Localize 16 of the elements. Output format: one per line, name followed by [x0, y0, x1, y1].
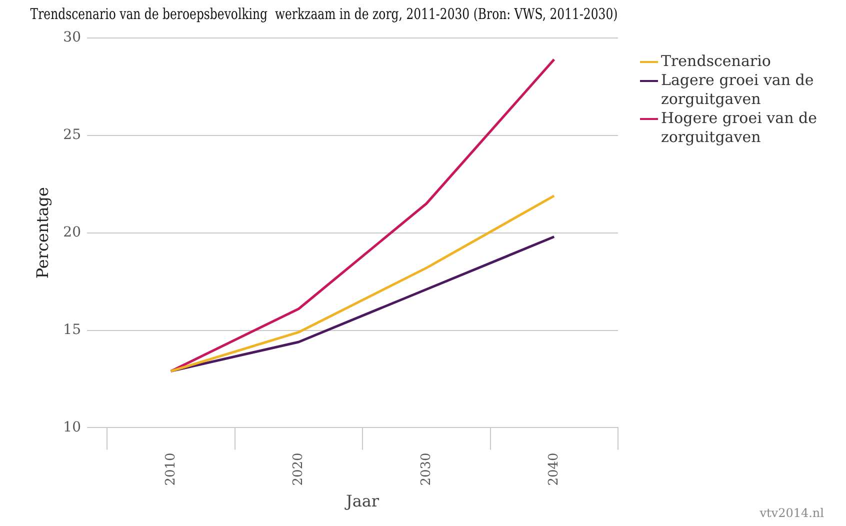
x-tick-label: 2010 [163, 452, 178, 486]
y-axis-title: Percentage [32, 187, 52, 279]
y-tick-label: 30 [63, 30, 82, 46]
y-tick-label: 15 [63, 322, 82, 338]
legend-label: Trendscenario [661, 52, 771, 71]
y-tick-label: 10 [63, 419, 82, 436]
y-tick-label: 25 [63, 127, 82, 144]
x-tick-label: 2040 [546, 452, 562, 486]
x-tick-label: 2020 [291, 452, 306, 486]
chart-title: Trendscenario van de beroepsbevolking werkzaam in de zorg, 2011-2030 (Bron: VWS, 2011-2030) [30, 6, 618, 24]
text: vtv2014.nl [760, 506, 824, 520]
y-tick-label: 20 [63, 224, 82, 240]
legend-label: Hogere groei van de zorguitgaven [661, 109, 818, 147]
x-axis-title: Jaar [344, 492, 380, 511]
x-tick-label: 2030 [418, 452, 434, 486]
legend-label: Lagere groei van de zorguitgaven [661, 71, 815, 109]
